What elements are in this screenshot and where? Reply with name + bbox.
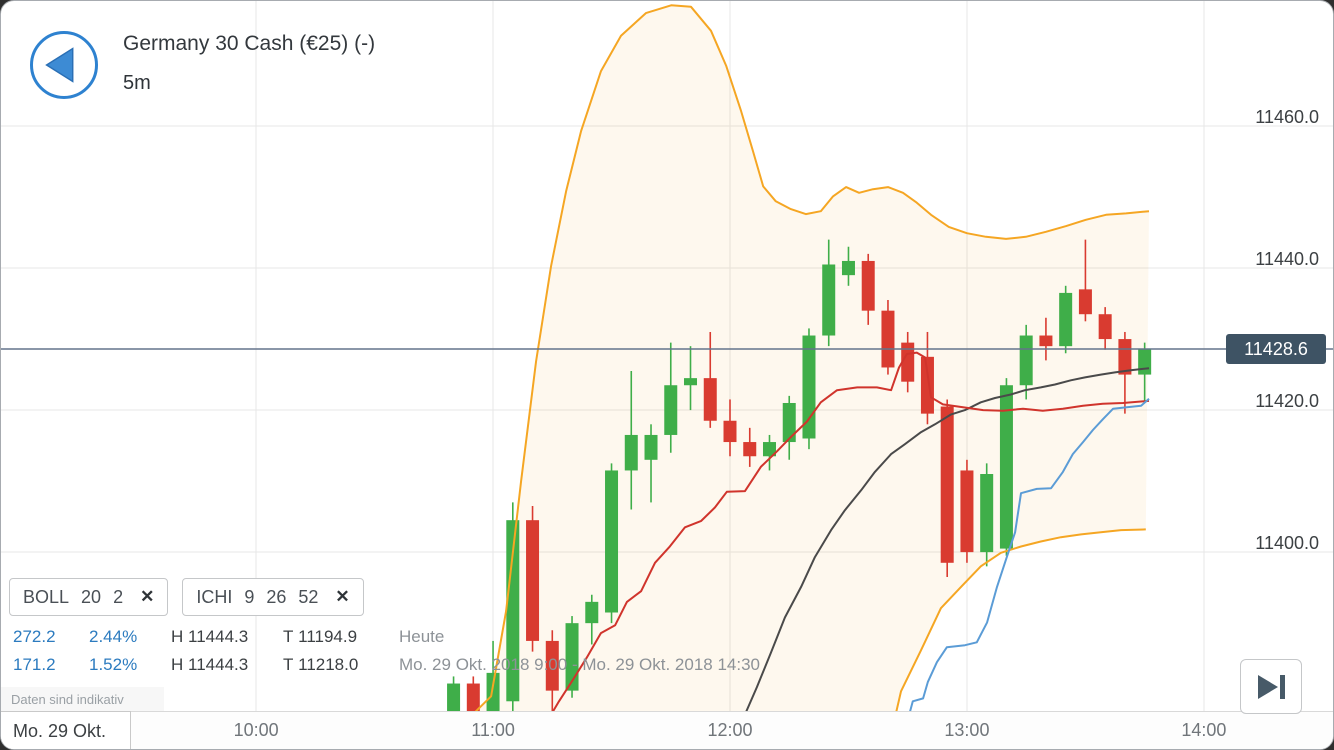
candle-body [1039, 335, 1053, 347]
high-value: H 11444.3 [171, 627, 249, 646]
indicator-param: 2 [113, 586, 124, 607]
current-price-badge: 11428.6 [1226, 334, 1326, 364]
candle-body [466, 683, 480, 712]
high-value: H 11444.3 [171, 655, 249, 674]
stats-row-range: 171.2 1.52% H 11444.3 T 11218.0 Mo. 29 O… [13, 651, 760, 679]
candle-body [486, 672, 500, 712]
indicator-name: BOLL [23, 586, 70, 607]
price-axis-label: 11420.0 [1255, 391, 1319, 412]
skip-to-latest-icon [1258, 674, 1285, 699]
ichimoku-base-line [535, 351, 1150, 749]
change-value: 272.2 [13, 627, 56, 646]
candle-body [960, 470, 974, 553]
candle-body [1019, 335, 1033, 386]
candle-body [664, 385, 678, 435]
indicator-name: ICHI [196, 586, 233, 607]
indicator-param: 52 [298, 586, 319, 607]
candle-body [999, 385, 1013, 549]
price-axis-label: 11400.0 [1255, 533, 1319, 554]
candle-body [782, 402, 796, 443]
date-axis-label: Mo. 29 Okt. [1, 711, 131, 749]
time-axis-label: 11:00 [471, 720, 515, 740]
period-label: Mo. 29 Okt. 2018 9:00 - Mo. 29 Okt. 2018… [399, 655, 760, 674]
candle-body [684, 378, 698, 386]
ichimoku-conversion-line [899, 397, 1150, 749]
current-price-value: 11428.6 [1244, 338, 1308, 359]
candle-body [506, 520, 520, 702]
candle-body [881, 310, 895, 368]
candle-body [940, 406, 954, 563]
remove-indicator-icon[interactable]: ✕ [335, 587, 350, 606]
time-axis-label: 13:00 [944, 720, 990, 740]
candle-body [624, 434, 638, 471]
candle-body [644, 434, 658, 460]
candle-body [1118, 339, 1132, 375]
indicator-chip-boll[interactable]: BOLL 20 2 ✕ [9, 578, 169, 616]
back-button[interactable] [30, 31, 98, 99]
candle-body [526, 520, 540, 641]
sma-20-line [729, 367, 1150, 749]
timeframe-selector[interactable]: 5m [123, 72, 151, 94]
low-value: T 11194.9 [283, 627, 358, 646]
change-percent: 2.44% [89, 627, 138, 646]
time-axis-label: 12:00 [707, 720, 753, 740]
indicator-param: 26 [266, 586, 287, 607]
indicator-chip-ichi[interactable]: ICHI 9 26 52 ✕ [182, 578, 364, 616]
stats-panel: 272.2 2.44% H 11444.3 T 11194.9 Heute 17… [13, 623, 760, 679]
skip-to-latest-button[interactable] [1240, 659, 1302, 714]
stats-row-today: 272.2 2.44% H 11444.3 T 11194.9 Heute [13, 623, 760, 651]
candle-body [743, 442, 757, 457]
candle-body [703, 378, 717, 421]
candle-body [901, 342, 915, 382]
indicator-param: 20 [81, 586, 102, 607]
candle-body [1078, 289, 1092, 315]
candle-body [447, 683, 461, 712]
candle-body [1098, 314, 1112, 340]
low-value: T 11218.0 [283, 655, 359, 674]
time-axis-strip [1, 711, 1333, 749]
candle-body [841, 260, 855, 276]
candle-body [980, 474, 994, 553]
time-axis-label: 10:00 [233, 720, 279, 740]
instrument-title: Germany 30 Cash (€25) (-) [123, 32, 376, 55]
candle-body [822, 264, 836, 336]
indicator-param: 9 [244, 586, 255, 607]
indicator-chips-row: BOLL 20 2 ✕ ICHI 9 26 52 ✕ [9, 578, 364, 616]
price-axis-label: 11440.0 [1255, 249, 1319, 270]
date-label: Mo. 29 Okt. [13, 721, 107, 741]
candle-body [723, 420, 737, 443]
candle-body [861, 260, 875, 311]
remove-indicator-icon[interactable]: ✕ [140, 587, 155, 606]
change-percent: 1.52% [89, 655, 138, 674]
candle-body [565, 623, 579, 691]
candle-body [762, 442, 776, 457]
candle-body [1138, 349, 1152, 375]
candle-body [920, 356, 934, 414]
candle-body [1059, 292, 1073, 347]
back-arrow-icon [45, 47, 74, 83]
change-value: 171.2 [13, 655, 56, 674]
period-label: Heute [399, 627, 445, 646]
candle-body [545, 640, 559, 691]
price-axis-label: 11460.0 [1255, 107, 1319, 127]
candle-body [605, 470, 619, 613]
bollinger-lower-line [886, 528, 1146, 749]
time-axis-label: 14:00 [1181, 720, 1227, 740]
candle-body [585, 601, 599, 624]
disclaimer-text: Daten sind indikativ [1, 687, 164, 711]
bollinger-upper-line [440, 4, 1150, 747]
